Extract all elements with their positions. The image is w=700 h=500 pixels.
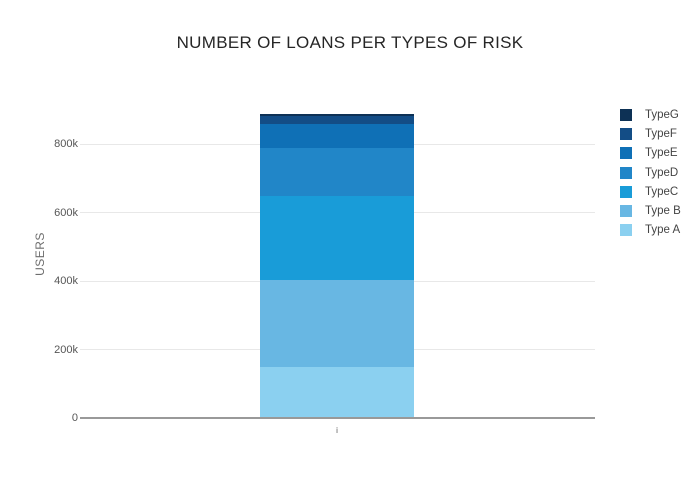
x-axis-line bbox=[80, 417, 595, 419]
y-tick-label-400k: 400k bbox=[54, 275, 78, 287]
legend-swatch-icon bbox=[620, 127, 632, 140]
chart-title: NUMBER OF LOANS PER TYPES OF RISK bbox=[176, 33, 524, 52]
legend-item-type-b[interactable]: Type B bbox=[620, 201, 681, 220]
bar-segment-type-e[interactable] bbox=[260, 123, 414, 149]
legend-item-label: TypeE bbox=[645, 147, 678, 160]
y-tick-label-600k: 600k bbox=[54, 206, 78, 219]
y-tick-label-0: 0 bbox=[71, 412, 78, 424]
legend-item-label: Type B bbox=[645, 205, 681, 218]
legend-item-label: TypeD bbox=[645, 166, 679, 179]
legend-item-type-f[interactable]: TypeF bbox=[620, 124, 681, 143]
legend-item-type-g[interactable]: TypeG bbox=[620, 105, 681, 124]
legend-swatch-icon bbox=[620, 185, 632, 198]
bar-segment-type-a[interactable] bbox=[260, 367, 414, 418]
legend-swatch-icon bbox=[620, 224, 632, 237]
bar-segment-type-g[interactable] bbox=[260, 113, 414, 116]
bar-segment-type-c[interactable] bbox=[260, 195, 414, 280]
x-tick-label: i bbox=[336, 426, 338, 435]
legend-item-type-c[interactable]: TypeC bbox=[620, 182, 681, 201]
bar-segment-type-b[interactable] bbox=[260, 279, 414, 368]
legend: TypeG TypeF TypeE TypeD TypeC Type B Type A bbox=[620, 105, 681, 240]
legend-item-type-a[interactable]: Type A bbox=[620, 221, 681, 240]
legend-item-label: TypeG bbox=[645, 108, 679, 121]
bar-segment-type-d[interactable] bbox=[260, 148, 414, 196]
y-tick-label-800k: 800k bbox=[54, 138, 78, 150]
legend-swatch-icon bbox=[620, 108, 632, 121]
y-axis-title: USERS bbox=[33, 232, 47, 276]
legend-item-label: Type A bbox=[645, 224, 681, 237]
legend-item-type-e[interactable]: TypeE bbox=[620, 144, 681, 163]
legend-item-label: TypeC bbox=[645, 185, 679, 198]
legend-item-label: TypeF bbox=[645, 127, 677, 140]
legend-swatch-icon bbox=[620, 205, 632, 218]
legend-swatch-icon bbox=[620, 166, 632, 179]
bar-segment-type-f[interactable] bbox=[260, 115, 414, 124]
legend-swatch-icon bbox=[620, 147, 632, 160]
y-tick-label-200k: 200k bbox=[54, 343, 78, 356]
legend-item-type-d[interactable]: TypeD bbox=[620, 163, 681, 182]
